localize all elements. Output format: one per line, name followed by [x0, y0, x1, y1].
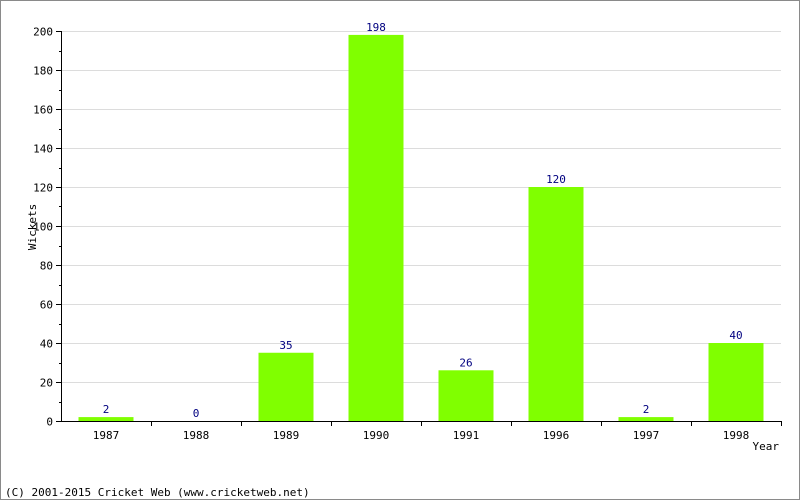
- x-tick-label: 1990: [363, 429, 390, 442]
- bar-1998: [708, 343, 764, 421]
- bar-1989: [258, 352, 314, 421]
- y-tick-label: 140: [33, 143, 53, 156]
- x-tick-label: 1988: [183, 429, 210, 442]
- x-tick-label: 1998: [723, 429, 750, 442]
- y-tick-label: 0: [46, 416, 53, 429]
- y-tick-label: 200: [33, 26, 53, 39]
- y-tick-label: 40: [40, 338, 53, 351]
- value-label: 40: [729, 329, 742, 342]
- x-tick-label: 1997: [633, 429, 660, 442]
- x-tick-label: 1991: [453, 429, 480, 442]
- bar-1987: [78, 417, 134, 421]
- y-axis-title: Wickets: [26, 204, 39, 250]
- y-tick-label: 80: [40, 260, 53, 273]
- copyright-text: (C) 2001-2015 Cricket Web (www.cricketwe…: [5, 486, 310, 499]
- value-label: 0: [193, 407, 200, 420]
- y-tick-label: 20: [40, 377, 53, 390]
- grid-lines: [61, 31, 781, 383]
- value-label: 198: [366, 21, 386, 34]
- x-tick-label: 1989: [273, 429, 300, 442]
- x-axis-title: Year: [753, 440, 780, 453]
- y-tick-label: 120: [33, 182, 53, 195]
- bar-1991: [438, 370, 494, 421]
- value-label: 26: [459, 356, 472, 369]
- bar-1990: [348, 34, 404, 422]
- value-label: 35: [279, 339, 292, 352]
- bar-1996: [528, 187, 584, 421]
- bars: [78, 34, 764, 422]
- y-tick-label: 60: [40, 299, 53, 312]
- y-tick-label: 160: [33, 104, 53, 117]
- value-label: 2: [103, 403, 110, 416]
- x-tick-label: 1996: [543, 429, 570, 442]
- bar-1997: [618, 417, 674, 421]
- y-tick-label: 100: [33, 221, 53, 234]
- axes: [56, 31, 782, 426]
- value-label: 120: [546, 173, 566, 186]
- y-tick-label: 180: [33, 65, 53, 78]
- labels: 0 20 40 60 80 100 120 140 160 180 200 2 1987 0 1988 35 1…: [33, 21, 749, 442]
- value-label: 2: [643, 403, 650, 416]
- x-tick-label: 1987: [93, 429, 120, 442]
